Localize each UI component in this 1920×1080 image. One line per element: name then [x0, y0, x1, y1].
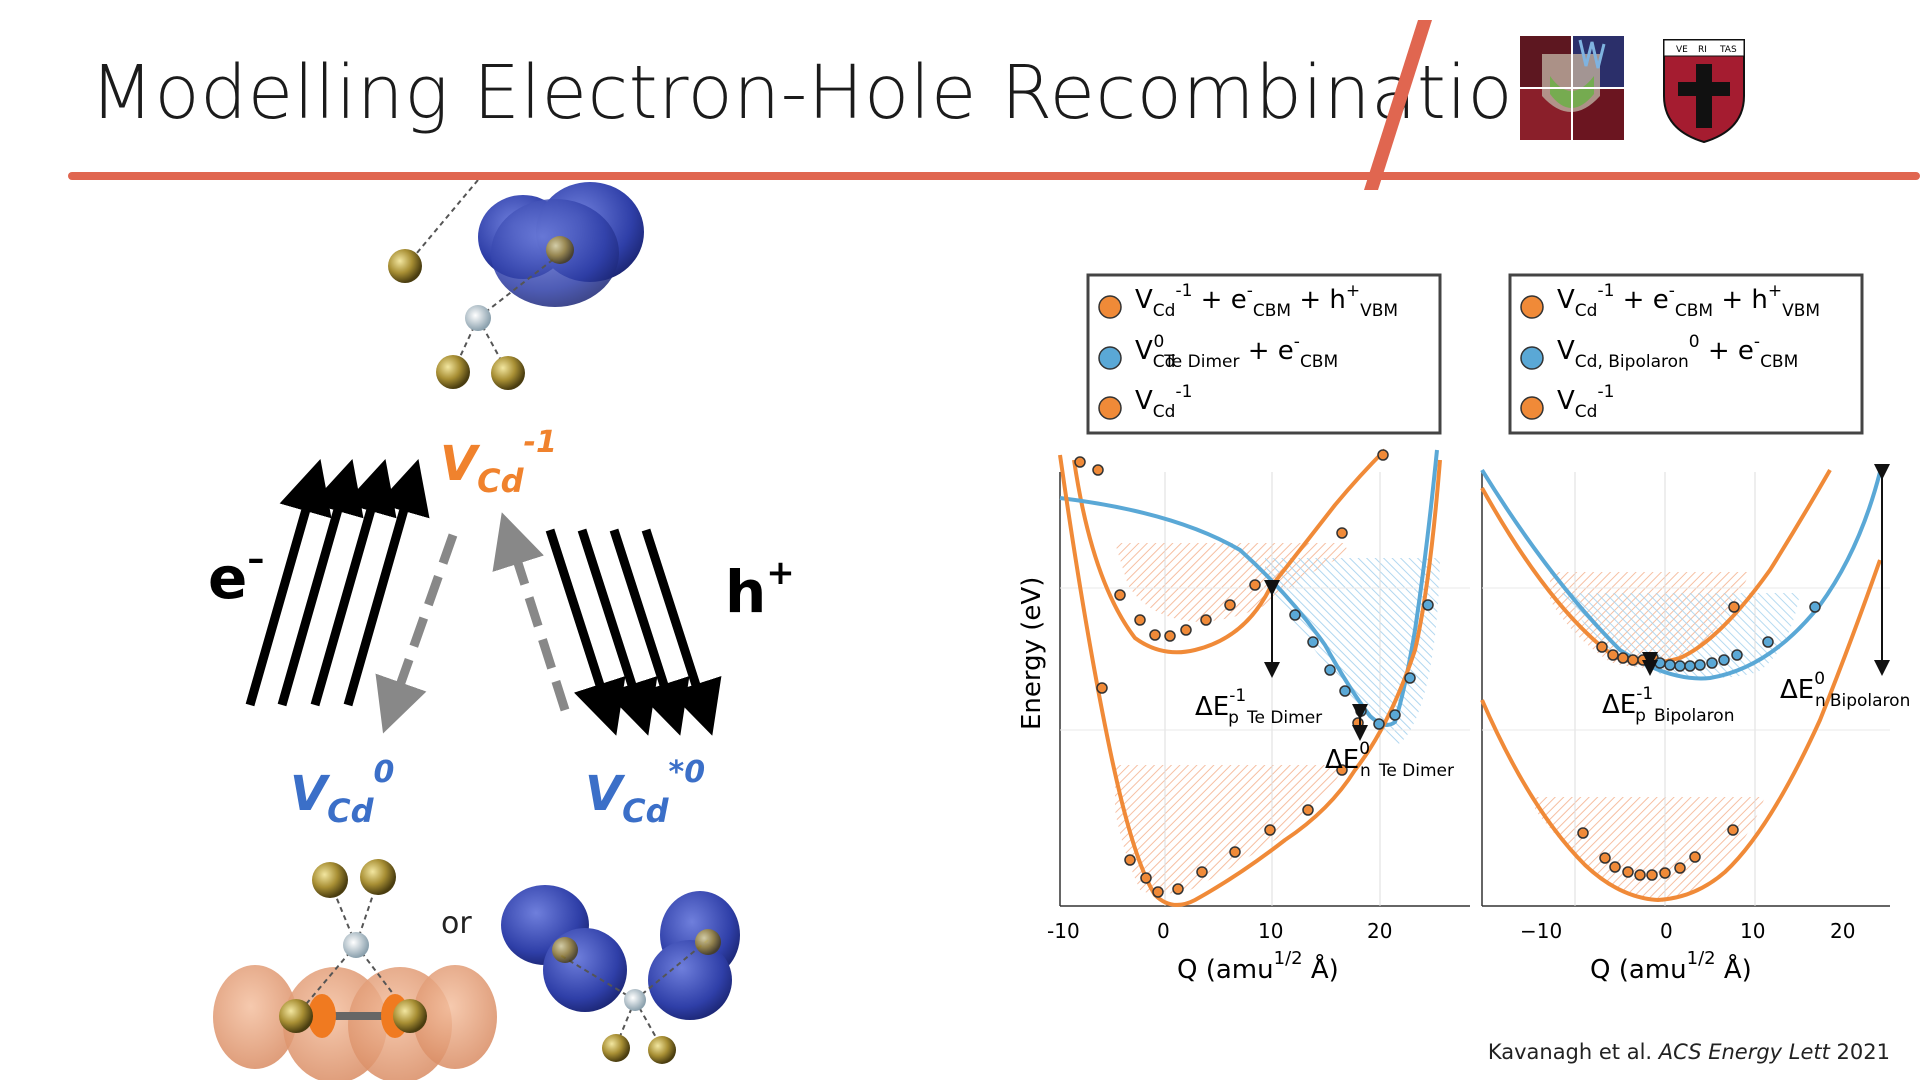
accent-slash: [1364, 20, 1432, 190]
x-tick-label: 20: [1830, 919, 1855, 943]
top-state-label: VCd-1: [440, 425, 557, 500]
legend-marker: [1098, 346, 1122, 370]
title-divider: [68, 172, 1920, 180]
electron-label: e–: [208, 539, 264, 612]
hole-label: h+: [725, 553, 795, 626]
y-axis-label: Energy (eV): [1017, 577, 1047, 730]
legend-marker: [1098, 396, 1122, 420]
legend-2-2: VCd, Bipolaron0 + e-CBM: [1557, 332, 1798, 372]
electron-emission-arrow: [375, 533, 458, 734]
annotation-p-bipolaron: ΔE-1 p Bipolaron: [1602, 684, 1734, 726]
te-dimer-molecule-diagram: [213, 859, 497, 1080]
legend-1-1: VCd-1 + e-CBM + h+VBM: [1135, 281, 1398, 321]
x-axis-label: Q (amu1/2 Å): [1177, 948, 1339, 985]
slide-title: Modelling Electron-Hole Recombination: [90, 50, 1561, 136]
legend-marker: [1098, 295, 1122, 319]
x-tick-label: 10: [1740, 919, 1765, 943]
x-tick-label: 0: [1157, 919, 1170, 943]
shield-text-1: VE: [1676, 45, 1688, 55]
logos: VE RI TAS: [1364, 20, 1745, 190]
plot-panel-2: ΔE-1 p Bipolaron ΔE0 n Bipolaron −10 0 10 20…: [1480, 464, 1910, 985]
legend-2-3: VCd-1: [1557, 382, 1614, 422]
legend-panel-2: VCd-1 + e-CBM + h+VBM VCd, Bipolaron0 + …: [1508, 273, 1864, 435]
x-tick-label: 0: [1660, 919, 1673, 943]
legend-marker: [1520, 396, 1544, 420]
x-axis-label: Q (amu1/2 Å): [1590, 948, 1752, 985]
or-text: or: [441, 906, 472, 941]
right-state-label: VCd*0: [585, 755, 705, 830]
x-tick-label: −10: [1520, 919, 1562, 943]
citation-journal: ACS Energy Lett: [1658, 1040, 1830, 1064]
x-tick-label: -10: [1047, 919, 1080, 943]
annotation-n-bipolaron: ΔE0 n Bipolaron: [1780, 669, 1910, 711]
hole-capture-arrows: [545, 528, 722, 736]
recombination-scheme: VCd-1 e– h+ VCd0 VCd*0: [208, 180, 795, 1080]
annotation-p-te-dimer: ΔE-1 p Te Dimer: [1195, 686, 1322, 728]
institution-logo-icon: [1520, 36, 1624, 140]
top-molecule-diagram: [388, 180, 644, 390]
left-state-label: VCd0: [290, 755, 394, 830]
shield-text-2: RI: [1698, 45, 1707, 55]
legend-marker: [1520, 346, 1544, 370]
legend-1-2: VCd0Te Dimer + e-CBM: [1135, 332, 1338, 372]
shield-text-3: TAS: [1719, 45, 1737, 55]
electron-capture-arrows: [245, 459, 430, 707]
hole-emission-arrow: [492, 512, 570, 712]
x-tick-label: 20: [1367, 919, 1392, 943]
x-tick-label: 10: [1258, 919, 1283, 943]
shield-logo-icon: VE RI TAS: [1663, 39, 1745, 144]
legend-marker: [1520, 295, 1544, 319]
annotation-n-te-dimer: ΔE0 n Te Dimer: [1325, 739, 1454, 781]
legend-panel-1: VCd-1 + e-CBM + h+VBM VCd0Te Dimer + e-C…: [1086, 273, 1442, 435]
bipolaron-molecule-diagram: [501, 885, 740, 1064]
configuration-coordinate-figure: VCd-1 + e-CBM + h+VBM VCd0Te Dimer + e-C…: [1017, 273, 1910, 985]
citation-authors: Kavanagh et al.: [1487, 1040, 1653, 1064]
plot-panel-1: ΔE-1 p Te Dimer ΔE0 n Te Dimer Energy (eV) -…: [1017, 448, 1470, 985]
citation-year: 2021: [1836, 1040, 1890, 1064]
legend-2-1: VCd-1 + e-CBM + h+VBM: [1557, 281, 1820, 321]
citation: Kavanagh et al. ACS Energy Lett 2021: [1488, 1040, 1890, 1064]
legend-1-3: VCd-1: [1135, 382, 1192, 422]
